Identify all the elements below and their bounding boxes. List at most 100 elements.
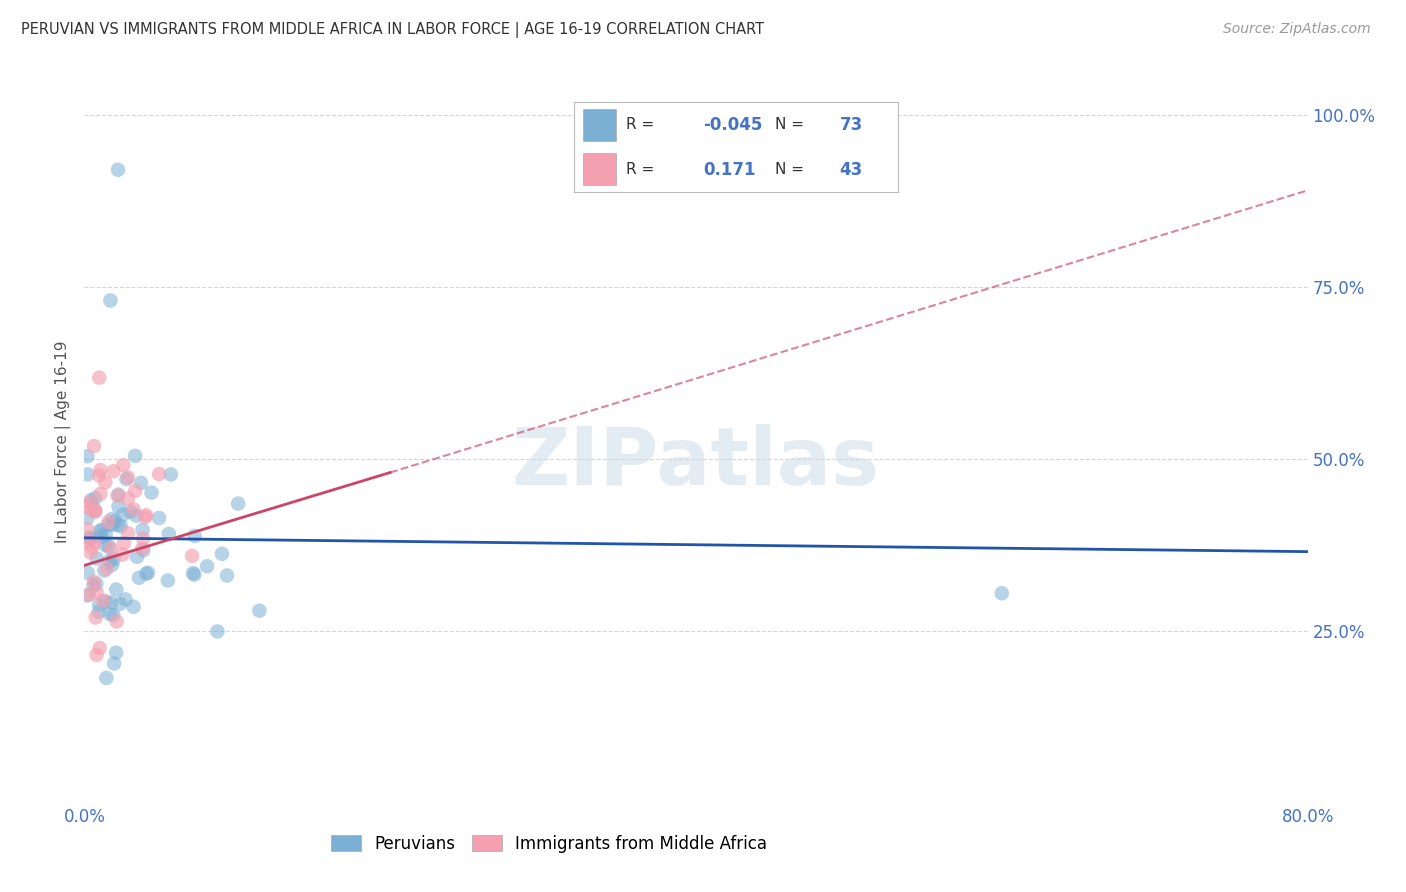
- Point: [89, 370, 111, 384]
- Point: [183, 567, 205, 582]
- Point: [96, 671, 118, 685]
- Point: [83, 439, 105, 453]
- Point: [117, 470, 139, 484]
- Point: [83, 574, 105, 589]
- Point: [101, 512, 124, 526]
- Point: [107, 500, 129, 514]
- Point: [103, 464, 125, 478]
- Point: [105, 646, 128, 660]
- Point: [84, 504, 107, 518]
- Point: [76, 499, 98, 513]
- Point: [211, 547, 233, 561]
- Point: [100, 541, 122, 556]
- Text: Source: ZipAtlas.com: Source: ZipAtlas.com: [1223, 22, 1371, 37]
- Point: [107, 489, 129, 503]
- Point: [76, 589, 98, 603]
- Point: [120, 505, 142, 519]
- Point: [112, 458, 135, 472]
- Point: [80, 540, 103, 554]
- Point: [122, 599, 145, 614]
- Point: [93, 564, 115, 578]
- Point: [83, 535, 105, 549]
- Point: [105, 582, 128, 597]
- Legend: Peruvians, Immigrants from Middle Africa: Peruvians, Immigrants from Middle Africa: [325, 828, 775, 860]
- Point: [76, 511, 98, 525]
- Point: [94, 528, 117, 542]
- Point: [100, 596, 122, 610]
- Point: [76, 523, 98, 537]
- Point: [103, 657, 125, 671]
- Point: [103, 552, 125, 566]
- Point: [89, 598, 111, 612]
- Point: [141, 485, 163, 500]
- Point: [98, 607, 121, 621]
- Point: [84, 491, 107, 505]
- Point: [98, 293, 121, 308]
- Point: [82, 579, 104, 593]
- Point: [91, 593, 114, 607]
- Point: [107, 518, 129, 533]
- Point: [103, 608, 125, 623]
- Point: [136, 566, 159, 580]
- Point: [183, 529, 205, 543]
- Point: [104, 514, 127, 528]
- Point: [131, 523, 153, 537]
- Point: [160, 467, 183, 482]
- Point: [157, 527, 180, 541]
- Point: [86, 576, 108, 591]
- Point: [108, 597, 131, 611]
- Point: [89, 524, 111, 538]
- Point: [135, 566, 157, 581]
- Point: [90, 530, 112, 544]
- Point: [77, 588, 100, 602]
- Point: [125, 549, 148, 564]
- Point: [96, 562, 118, 576]
- Point: [94, 475, 117, 490]
- Point: [134, 510, 156, 524]
- Point: [111, 548, 134, 562]
- Point: [101, 518, 124, 533]
- Point: [991, 586, 1014, 600]
- Point: [117, 526, 139, 541]
- Point: [226, 497, 249, 511]
- Point: [101, 558, 124, 572]
- Point: [89, 640, 111, 655]
- Text: PERUVIAN VS IMMIGRANTS FROM MIDDLE AFRICA IN LABOR FORCE | AGE 16-19 CORRELATION: PERUVIAN VS IMMIGRANTS FROM MIDDLE AFRIC…: [21, 22, 765, 38]
- Point: [112, 536, 135, 550]
- Y-axis label: In Labor Force | Age 16-19: In Labor Force | Age 16-19: [55, 340, 72, 543]
- Point: [84, 504, 107, 518]
- Point: [105, 615, 128, 629]
- Point: [89, 487, 111, 501]
- Point: [76, 534, 98, 549]
- Point: [195, 559, 218, 574]
- Point: [80, 493, 103, 508]
- Point: [86, 551, 108, 566]
- Point: [90, 523, 112, 537]
- Point: [132, 543, 155, 558]
- Point: [125, 508, 148, 523]
- Point: [129, 475, 152, 490]
- Point: [181, 566, 204, 581]
- Point: [89, 463, 111, 477]
- Point: [94, 594, 117, 608]
- Point: [128, 571, 150, 585]
- Point: [89, 468, 111, 483]
- Point: [124, 449, 146, 463]
- Point: [77, 531, 100, 545]
- Point: [79, 495, 101, 509]
- Point: [94, 538, 117, 552]
- Point: [131, 541, 153, 556]
- Point: [132, 532, 155, 546]
- Point: [217, 568, 239, 582]
- Point: [156, 574, 179, 588]
- Point: [124, 483, 146, 498]
- Point: [112, 508, 135, 522]
- Point: [83, 503, 105, 517]
- Point: [122, 502, 145, 516]
- Point: [76, 450, 98, 464]
- Point: [76, 467, 98, 482]
- Point: [86, 585, 108, 599]
- Point: [148, 467, 170, 482]
- Point: [181, 549, 204, 563]
- Point: [107, 162, 129, 177]
